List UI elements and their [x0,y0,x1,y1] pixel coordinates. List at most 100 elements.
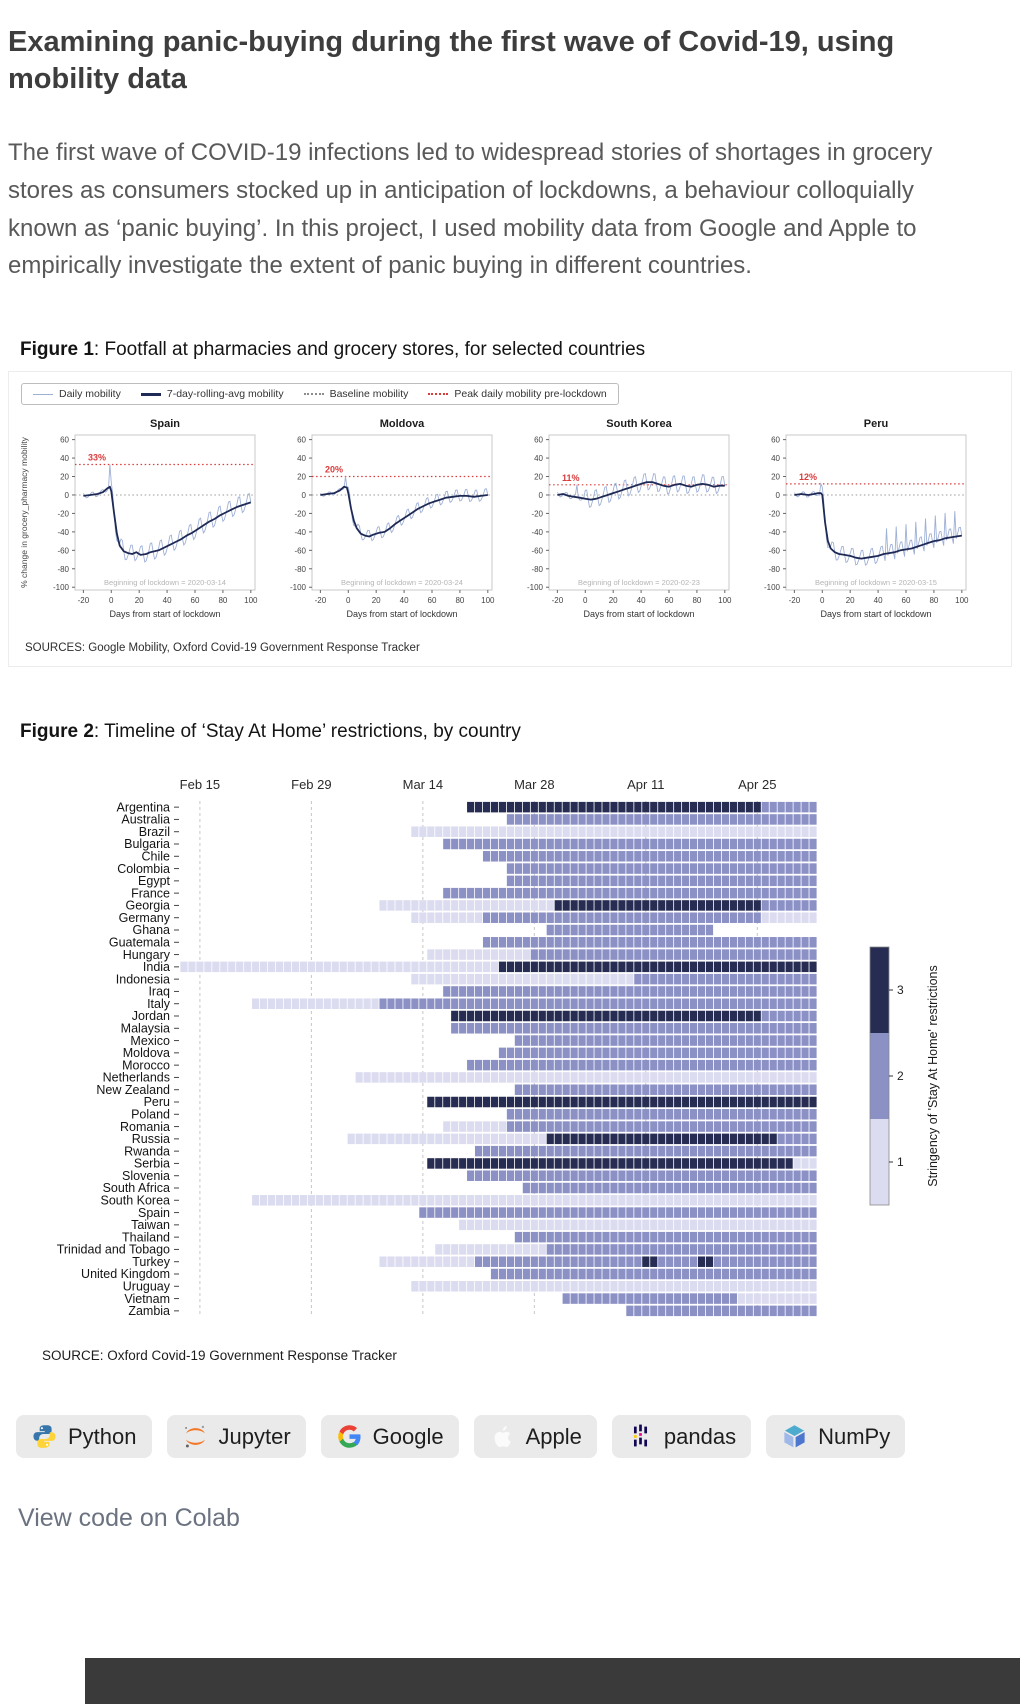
svg-text:40: 40 [60,454,69,463]
badge-label: Apple [525,1423,582,1449]
badge-apple: Apple [473,1415,597,1459]
subplot-south-korea: South Korea 60 40 20 0 -20 -40 -60 -80 -100 -20 0 20… [527,418,732,619]
svg-text:20: 20 [609,596,618,605]
svg-text:Apr 11: Apr 11 [627,777,664,792]
svg-text:Mar 14: Mar 14 [403,777,443,792]
svg-text:Ghana: Ghana [132,924,170,938]
svg-text:0: 0 [539,491,544,500]
svg-text:100: 100 [718,596,732,605]
pandas-icon [633,1424,647,1447]
svg-text:Spain: Spain [150,418,180,430]
svg-text:-80: -80 [294,565,306,574]
svg-text:20: 20 [534,473,543,482]
svg-text:Moldova: Moldova [123,1046,170,1060]
svg-text:South Korea: South Korea [101,1194,171,1208]
svg-text:12%: 12% [799,472,817,482]
svg-text:Taiwan: Taiwan [131,1218,170,1232]
svg-text:Malaysia: Malaysia [121,1022,170,1036]
svg-text:Peru: Peru [144,1096,170,1110]
figure2-caption: Figure 2: Timeline of ‘Stay At Home’ res… [20,721,994,743]
badge-jupyter: Jupyter [166,1415,306,1459]
svg-text:-60: -60 [768,547,780,556]
svg-text:Beginning of lockdown = 2020-0: Beginning of lockdown = 2020-03-14 [104,578,226,587]
svg-text:0: 0 [346,596,351,605]
rolling-avg-line-swatch [140,392,161,396]
svg-text:20: 20 [846,596,855,605]
figure2-source: SOURCE: Oxford Covid-19 Government Respo… [42,1348,397,1364]
svg-text:80: 80 [455,596,464,605]
svg-text:Uruguay: Uruguay [123,1280,171,1294]
svg-text:20: 20 [372,596,381,605]
legend-item-rolling-avg: 7-day-rolling-avg mobility [140,388,284,400]
legend-label-baseline: Baseline mobility [329,388,409,401]
svg-text:Indonesia: Indonesia [116,973,170,987]
legend-item-baseline: Baseline mobility [303,388,409,401]
svg-text:Moldova: Moldova [380,418,425,430]
svg-text:Rwanda: Rwanda [124,1145,170,1159]
svg-text:% change in grocery_pharmacy m: % change in grocery_pharmacy mobility [19,437,29,588]
svg-text:-20: -20 [531,510,543,519]
peak-line-swatch [428,393,449,396]
svg-text:2: 2 [897,1069,904,1083]
svg-text:Mar 28: Mar 28 [514,777,554,792]
svg-text:-100: -100 [764,584,781,593]
svg-text:20: 20 [135,596,144,605]
svg-text:60: 60 [902,596,911,605]
svg-text:0: 0 [583,596,588,605]
colab-link[interactable]: View code on Colab [18,1504,240,1533]
svg-text:Beginning of lockdown = 2020-0: Beginning of lockdown = 2020-02-23 [578,578,700,587]
python-icon [33,1425,56,1449]
svg-text:-60: -60 [531,547,543,556]
figure2-caption-text: : Timeline of ‘Stay At Home’ restriction… [93,721,521,743]
svg-text:3: 3 [897,983,904,997]
svg-text:-60: -60 [57,547,69,556]
svg-text:-80: -80 [531,565,543,574]
svg-text:India: India [143,960,170,974]
svg-text:20: 20 [771,473,780,482]
subplot-moldova: Moldova 60 40 20 0 -20 -40 -60 -80 -100 -20 0 20 40 60… [290,418,495,619]
figure1-source: SOURCES: Google Mobility, Oxford Covid-1… [25,642,420,655]
svg-text:100: 100 [955,596,969,605]
badge-label: Python [68,1423,137,1449]
svg-text:Guatemala: Guatemala [109,936,170,950]
svg-text:-100: -100 [290,584,307,593]
svg-text:Feb 15: Feb 15 [180,777,220,792]
svg-text:33%: 33% [88,453,106,463]
intro-paragraph: The first wave of COVID-19 infections le… [8,139,933,280]
svg-text:Netherlands: Netherlands [103,1071,170,1085]
svg-text:Spain: Spain [138,1206,170,1220]
subplot-peru: Peru 60 40 20 0 -20 -40 -60 -80 -100 -20 0 20 40 60 80 1… [764,418,969,619]
svg-text:100: 100 [244,596,258,605]
svg-text:Mexico: Mexico [130,1034,170,1048]
svg-text:60: 60 [665,596,674,605]
svg-text:Days from start of lockdown: Days from start of lockdown [583,609,694,619]
svg-text:-80: -80 [57,565,69,574]
figure2-chart: Feb 15 Feb 29 Mar 14 Mar 28 Apr 11 Apr 25 Arge… [8,769,994,1330]
svg-text:Colombia: Colombia [117,862,170,876]
svg-text:60: 60 [191,596,200,605]
svg-text:Poland: Poland [131,1108,170,1122]
svg-text:11%: 11% [562,473,580,483]
svg-text:Australia: Australia [121,813,170,827]
badge-label: pandas [663,1423,737,1449]
legend-item-peak: Peak daily mobility pre-lockdown [428,388,607,400]
svg-text:60: 60 [60,436,69,445]
google-icon [337,1425,361,1449]
figure1-caption: Figure 1: Footfall at pharmacies and gro… [20,339,994,361]
legend-item-daily: Daily mobility [33,388,121,400]
svg-text:Days from start of lockdown: Days from start of lockdown [109,609,220,619]
badge-label: NumPy [818,1423,891,1449]
subplot-spain: Spain 60 40 20 0 -20 -40 -60 -80 -100 -20 0 20 40 60 80… [53,418,258,619]
svg-text:80: 80 [218,596,227,605]
svg-text:Chile: Chile [142,850,171,864]
svg-text:-20: -20 [789,596,801,605]
svg-text:-20: -20 [78,596,90,605]
figure1-chart-svg: Spain 60 40 20 0 -20 -40 -60 -80 -100 -20 0 20 40 60 80… [19,418,969,619]
svg-text:0: 0 [820,596,825,605]
svg-text:Days from start of lockdown: Days from start of lockdown [346,609,457,619]
svg-text:Italy: Italy [147,997,171,1011]
svg-text:-40: -40 [294,528,306,537]
figure1-caption-text: : Footfall at pharmacies and grocery sto… [93,338,646,360]
svg-text:20: 20 [60,473,69,482]
svg-text:40: 40 [637,596,646,605]
